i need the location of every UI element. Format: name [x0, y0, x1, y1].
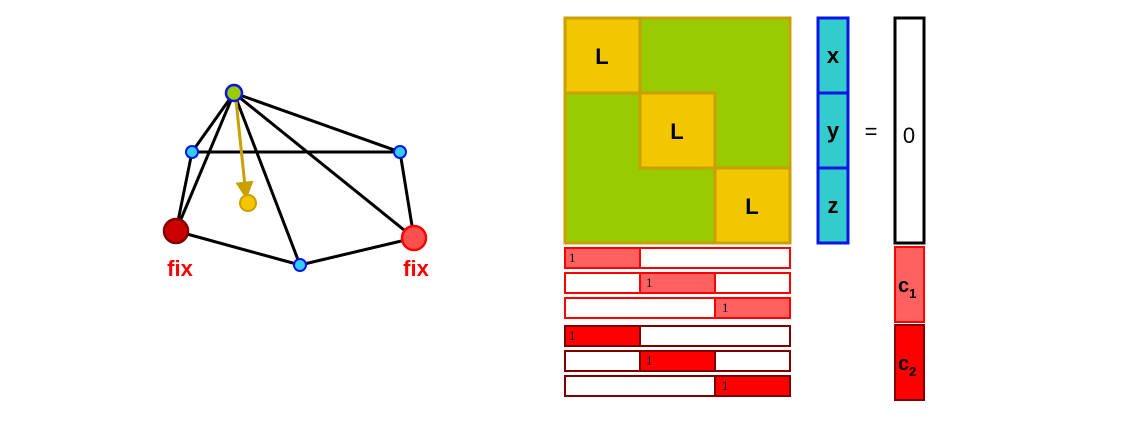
fixed-node-light — [400, 224, 428, 252]
free-node — [185, 145, 199, 159]
edge — [190, 92, 236, 153]
constraint-one-label: 1 — [569, 328, 576, 343]
edge — [174, 151, 194, 232]
constraint-one-label: 1 — [569, 250, 576, 265]
unknown-cell — [816, 166, 850, 245]
constraint-one-label: 1 — [722, 378, 729, 393]
rhs-c1-cell — [894, 246, 925, 323]
constraint-one-label: 1 — [646, 353, 653, 368]
fixed-node-dark — [162, 217, 190, 245]
rhs-c1-base: c — [898, 275, 909, 297]
unknown-label: z — [828, 193, 839, 218]
unknown-vector: x y z — [816, 16, 850, 245]
target-node — [239, 194, 257, 212]
rhs-vector: 0 c1 c2 — [893, 16, 926, 401]
laplacian-label: L — [670, 119, 683, 144]
constraint-rows-c2: 1 1 1 — [564, 325, 791, 397]
handle-node — [224, 83, 244, 103]
edge — [175, 229, 301, 267]
constraint-one-cell — [639, 272, 716, 294]
constraint-one-cell — [639, 350, 716, 372]
rhs-c1-subscript: 1 — [909, 286, 916, 301]
edge — [233, 91, 415, 240]
unknown-label: y — [827, 118, 840, 143]
system-matrix: L L L — [563, 16, 792, 245]
constraint-one-cell — [564, 325, 641, 347]
equals-sign: = — [865, 119, 878, 144]
constraint-one-cell — [714, 375, 791, 397]
constraint-one-label: 1 — [646, 275, 653, 290]
rhs-c2-base: c — [898, 353, 909, 375]
edge — [233, 91, 401, 154]
laplacian-block — [638, 91, 717, 170]
edge — [299, 236, 415, 267]
rhs-zero-cell — [893, 16, 926, 245]
edge — [398, 151, 416, 239]
laplacian-block — [713, 166, 792, 245]
edge — [174, 92, 236, 232]
constraint-one-cell — [714, 297, 791, 319]
free-node — [293, 258, 307, 272]
rhs-c2-subscript: 2 — [909, 364, 916, 379]
edge — [232, 92, 302, 266]
displacement-arrow — [234, 99, 254, 200]
fix-label-right: fix — [403, 256, 429, 281]
constraint-one-cell — [564, 247, 641, 269]
rhs-c2-cell — [894, 324, 925, 401]
graph-edges — [174, 91, 416, 267]
laplacian-block — [563, 16, 642, 95]
unknown-cell — [816, 16, 850, 95]
rhs-c1-label: c1 — [898, 275, 916, 301]
fix-label-left: fix — [167, 256, 193, 281]
laplacian-label: L — [595, 44, 608, 69]
rhs-c2-label: c2 — [898, 353, 916, 379]
constraint-one-label: 1 — [722, 300, 729, 315]
constraint-rows-c1: 1 1 1 — [564, 247, 791, 319]
unknown-cell — [816, 91, 850, 170]
laplacian-label: L — [745, 194, 758, 219]
mesh-graph: fix fix — [162, 83, 430, 281]
unknown-label: x — [827, 43, 840, 68]
rhs-zero-label: 0 — [903, 123, 915, 148]
free-node — [393, 145, 407, 159]
